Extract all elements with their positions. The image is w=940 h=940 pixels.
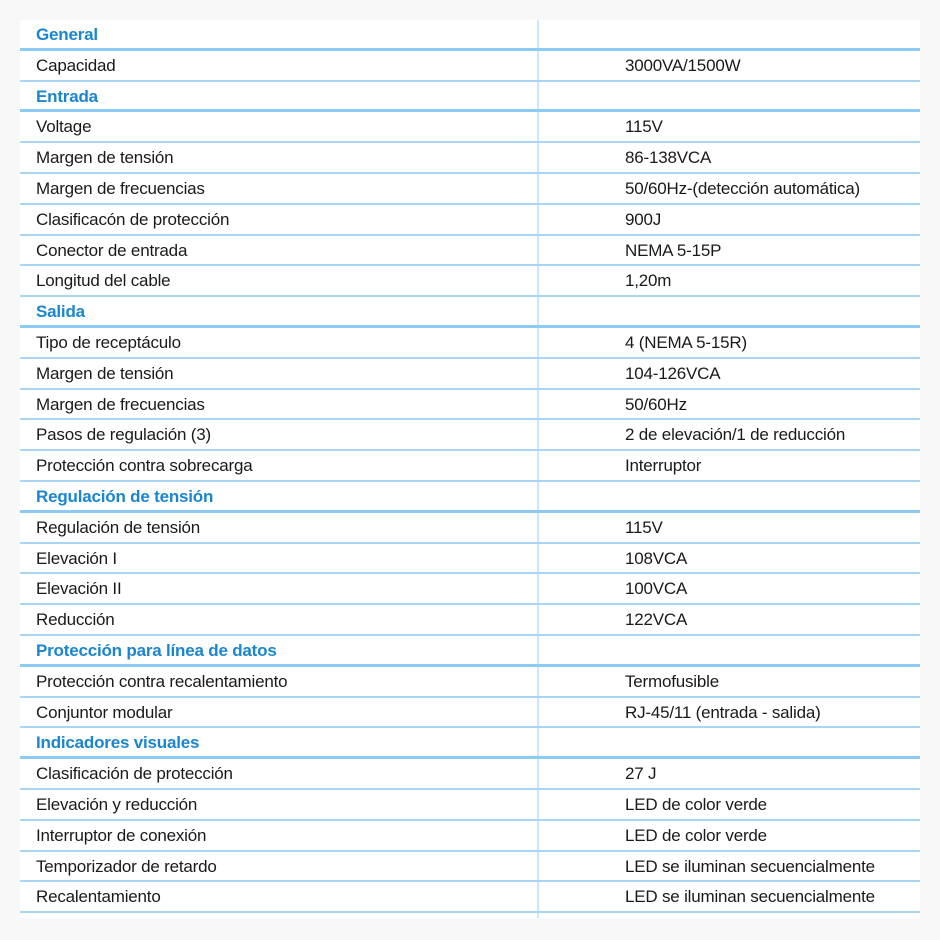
spec-value: LED de color verde	[625, 795, 767, 814]
table-row: Capacidad 3000VA/1500W	[20, 51, 920, 82]
column-divider	[537, 20, 539, 918]
table-row: Clasificacón de protección 900J	[20, 205, 920, 236]
section-header-row: Protección para línea de datos	[20, 636, 920, 667]
spec-label: Margen de frecuencias	[36, 394, 205, 414]
spec-label: Longitud del cable	[36, 271, 171, 291]
table-row: Protección contra sobrecarga Interruptor	[20, 451, 920, 482]
spec-value: LED se iluminan secuencialmente	[625, 887, 875, 907]
spec-label: Recalentamiento	[36, 887, 161, 907]
table-row: Conector de entrada NEMA 5-15P	[20, 236, 920, 267]
spec-value: Interruptor	[625, 456, 702, 476]
spec-value: 108VCA	[625, 548, 688, 568]
spec-value: 115V	[625, 517, 663, 537]
section-header-row: Indicadores visuales	[20, 728, 920, 760]
spec-value: 27 J	[625, 764, 657, 784]
section-title: Regulación de tensión	[36, 487, 214, 506]
table-row: Tipo de receptáculo 4 (NEMA 5-15R)	[20, 328, 920, 359]
section-header-row: Salida	[20, 297, 920, 328]
spec-label: Clasificación de protección	[36, 764, 233, 784]
spec-value: RJ-45/11 (entrada - salida)	[625, 702, 821, 722]
table-row: Conjuntor modular RJ-45/11 (entrada - sal…	[20, 698, 920, 729]
spec-value: 50/60Hz	[625, 394, 687, 414]
table-row: Elevación II 100VCA	[20, 574, 920, 606]
spec-value: 3000VA/1500W	[625, 55, 741, 75]
section-header-row: Entrada	[20, 82, 920, 113]
table-row: Clasificación de protección 27 J	[20, 759, 920, 790]
table-row: Margen de frecuencias 50/60Hz	[20, 390, 920, 421]
table-row: Pasos de regulación (3) 2 de elevación/1 …	[20, 420, 920, 452]
spec-label: Interruptor de conexión	[36, 825, 207, 845]
section-title: Salida	[36, 302, 85, 322]
spec-label: Margen de tensión	[36, 148, 174, 168]
table-row: Margen de tensión 86-138VCA	[20, 143, 920, 174]
section-header-row: General	[20, 20, 920, 51]
spec-value: 86-138VCA	[625, 148, 712, 168]
spec-value: 900J	[625, 209, 662, 229]
spec-label: Temporizador de retardo	[36, 856, 217, 876]
spec-label: Protección contra sobrecarga	[36, 456, 253, 476]
table-row: Elevación y reducción LED de color verde	[20, 790, 920, 821]
table-row: Margen de frecuencias 50/60Hz-(detección …	[20, 174, 920, 205]
table-row: Margen de tensión 104-126VCA	[20, 359, 920, 390]
spec-label: Elevación II	[36, 579, 122, 599]
spec-value: 50/60Hz-(detección automática)	[625, 179, 860, 198]
section-title: Indicadores visuales	[36, 733, 200, 753]
spec-value: LED de color verde	[625, 825, 767, 845]
table-row: Regulación de tensión 115V	[20, 513, 920, 544]
table-row: Protección contra recalentamiento Termofu…	[20, 667, 920, 698]
spec-label: Elevación y reducción	[36, 795, 198, 814]
spec-label: Conector de entrada	[36, 240, 188, 260]
spec-label: Reducción	[36, 610, 115, 630]
spec-label: Clasificacón de protección	[36, 209, 230, 229]
section-title: General	[36, 25, 98, 44]
spec-value: 2 de elevación/1 de reducción	[625, 425, 846, 445]
spec-table: General Capacidad 3000VA/1500W Entrada Volta…	[20, 20, 920, 918]
spec-label: Conjuntor modular	[36, 702, 173, 722]
table-row: Temporizador de retardo LED se iluminan s…	[20, 852, 920, 883]
table-row: Recalentamiento LED se iluminan secuencia…	[20, 882, 920, 914]
section-title: Protección para línea de datos	[36, 641, 277, 660]
spec-label: Tipo de receptáculo	[36, 333, 181, 352]
table-row: Voltage 115V	[20, 112, 920, 144]
table-row: Longitud del cable 1,20m	[20, 266, 920, 298]
table-row: Reducción 122VCA	[20, 605, 920, 636]
spec-label: Elevación I	[36, 548, 117, 568]
spec-label: Pasos de regulación (3)	[36, 425, 211, 445]
spec-value: Termofusible	[625, 671, 719, 691]
spec-value: 122VCA	[625, 610, 688, 630]
spec-value: LED se iluminan secuencialmente	[625, 856, 875, 876]
table-row: Elevación I 108VCA	[20, 544, 920, 575]
spec-label: Regulación de tensión	[36, 517, 201, 537]
spec-value: NEMA 5-15P	[625, 240, 722, 260]
section-title: Entrada	[36, 86, 98, 106]
spec-label: Voltage	[36, 117, 92, 137]
spec-value: 100VCA	[625, 579, 688, 599]
spec-label: Protección contra recalentamiento	[36, 671, 288, 691]
spec-value: 4 (NEMA 5-15R)	[625, 333, 747, 352]
section-header-row: Regulación de tensión	[20, 482, 920, 513]
spec-value: 115V	[625, 117, 663, 137]
spec-value: 1,20m	[625, 271, 672, 291]
spec-label: Margen de frecuencias	[36, 179, 205, 198]
spec-label: Margen de tensión	[36, 363, 174, 383]
spec-value: 104-126VCA	[625, 363, 721, 383]
spec-label: Capacidad	[36, 55, 116, 75]
table-row: Interruptor de conexión LED de color verd…	[20, 821, 920, 852]
